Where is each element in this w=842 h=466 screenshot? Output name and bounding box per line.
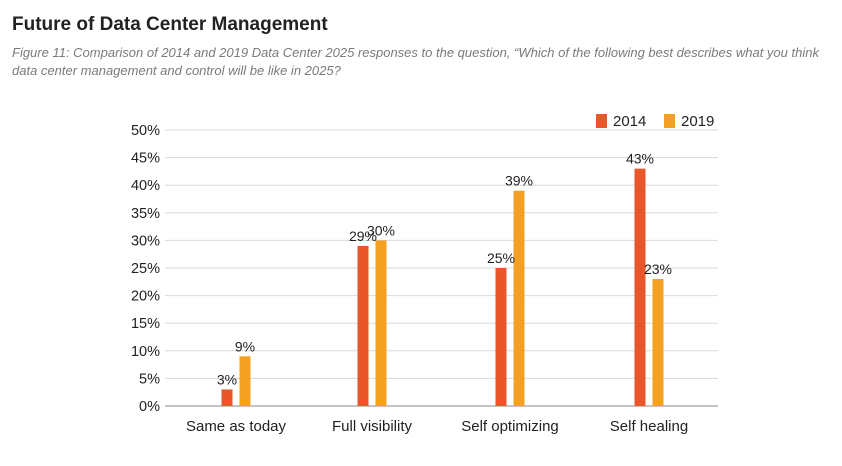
bar-2014-self-optimizing: [495, 268, 507, 406]
data-label: 43%: [626, 151, 654, 167]
bar-2019-same-as-today: [239, 356, 251, 406]
y-tick-label: 10%: [131, 344, 160, 360]
legend-swatch-2014: [596, 114, 607, 128]
bar-2019-self-optimizing: [513, 190, 525, 406]
chart-title: Future of Data Center Management: [12, 14, 328, 35]
legend: 2014 2019: [596, 113, 714, 130]
bars: [221, 168, 664, 406]
bar-2019-self-healing: [652, 279, 664, 406]
x-category-label: Same as today: [186, 418, 287, 435]
y-tick-label: 35%: [131, 206, 160, 222]
data-labels: 3% 9% 29%30% 25% 39% 43% 23%: [217, 151, 672, 388]
data-label: 29%: [349, 228, 377, 244]
data-label: 25%: [487, 250, 515, 266]
y-tick-label: 25%: [131, 261, 160, 277]
y-tick-label: 30%: [131, 233, 160, 249]
bar-2014-same-as-today: [221, 389, 233, 406]
y-axis-ticks: 0% 5% 10% 15% 20% 25% 30% 35% 40% 45% 50%: [131, 123, 160, 415]
x-axis-categories: Same as today Full visibility Self optimiz…: [186, 418, 688, 435]
x-category-label: Self optimizing: [461, 418, 559, 435]
y-tick-label: 45%: [131, 151, 160, 167]
legend-label: 2019: [681, 113, 714, 130]
y-tick-label: 40%: [131, 178, 160, 194]
y-tick-label: 15%: [131, 316, 160, 332]
y-tick-label: 0%: [139, 399, 160, 415]
bar-2019-full-visibility: [375, 240, 387, 406]
y-tick-label: 5%: [139, 371, 160, 387]
data-label: 39%: [505, 173, 533, 189]
legend-swatch-2019: [664, 114, 675, 128]
data-label: 9%: [235, 338, 255, 354]
y-tick-label: 50%: [131, 123, 160, 139]
bar-2014-full-visibility: [357, 245, 369, 406]
y-tick-label: 20%: [131, 289, 160, 305]
bar-2014-self-healing: [634, 168, 646, 406]
data-label: 30%: [367, 222, 395, 238]
gridlines: [165, 129, 718, 407]
x-category-label: Self healing: [610, 418, 688, 435]
x-category-label: Full visibility: [332, 418, 413, 435]
legend-label: 2014: [613, 113, 646, 130]
figure-caption: Figure 11: Comparison of 2014 and 2019 D…: [12, 45, 819, 78]
data-label: 23%: [644, 261, 672, 277]
data-label: 3%: [217, 371, 237, 387]
